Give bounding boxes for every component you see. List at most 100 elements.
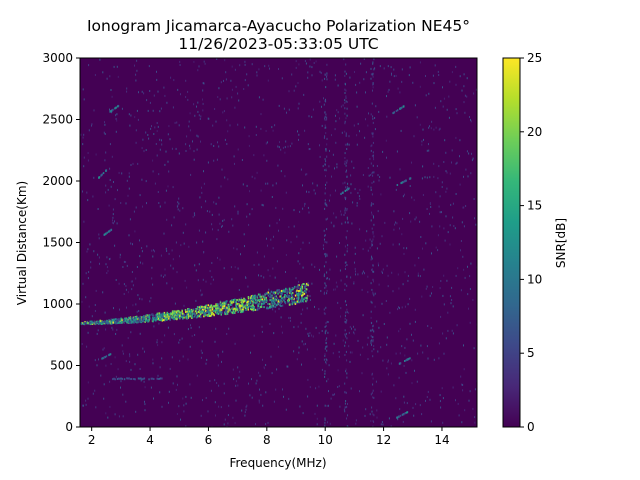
heatmap-cell bbox=[137, 377, 140, 380]
heatmap-cell bbox=[204, 308, 207, 310]
heatmap-cell bbox=[130, 378, 133, 380]
heatmap-cell bbox=[212, 124, 214, 127]
heatmap-cell bbox=[394, 223, 396, 226]
heatmap-cell bbox=[307, 76, 309, 79]
heatmap-cell bbox=[367, 275, 369, 278]
heatmap-cell bbox=[136, 59, 138, 62]
heatmap-cell bbox=[206, 306, 208, 309]
heatmap-cell bbox=[158, 315, 160, 318]
heatmap-cell bbox=[156, 339, 158, 341]
heatmap-cell bbox=[444, 239, 446, 242]
heatmap-cell bbox=[346, 161, 348, 164]
heatmap-cell bbox=[217, 354, 219, 356]
heatmap-cell bbox=[220, 302, 222, 305]
heatmap-cell bbox=[201, 351, 203, 354]
heatmap-cell bbox=[297, 299, 300, 302]
heatmap-cell bbox=[173, 318, 175, 321]
heatmap-cell bbox=[319, 100, 321, 103]
heatmap-cell bbox=[143, 315, 146, 318]
heatmap-cell bbox=[287, 290, 290, 293]
heatmap-cell bbox=[334, 74, 336, 77]
heatmap-cell bbox=[196, 241, 198, 244]
heatmap-cell bbox=[159, 138, 161, 141]
heatmap-cell bbox=[344, 354, 346, 356]
heatmap-cell bbox=[135, 73, 137, 76]
heatmap-cell bbox=[305, 288, 308, 291]
heatmap-cell bbox=[291, 289, 293, 291]
heatmap-cell bbox=[248, 302, 250, 305]
heatmap-cell bbox=[423, 268, 425, 271]
heatmap-cell bbox=[270, 294, 272, 297]
heatmap-cell bbox=[344, 209, 346, 212]
heatmap-cell bbox=[345, 72, 347, 75]
heatmap-cell bbox=[201, 340, 203, 343]
heatmap-cell bbox=[220, 406, 222, 409]
heatmap-cell bbox=[121, 344, 123, 347]
heatmap-cell bbox=[264, 65, 266, 68]
heatmap-cell bbox=[438, 205, 440, 208]
heatmap-cell bbox=[326, 241, 328, 244]
heatmap-cell bbox=[435, 191, 437, 194]
heatmap-cell bbox=[386, 367, 388, 370]
heatmap-cell bbox=[462, 255, 464, 258]
heatmap-cell bbox=[273, 332, 275, 335]
heatmap-cell bbox=[271, 372, 273, 375]
heatmap-cell bbox=[356, 91, 358, 94]
heatmap-cell bbox=[390, 66, 392, 69]
heatmap-cell bbox=[276, 368, 278, 371]
heatmap-cell bbox=[260, 113, 262, 116]
heatmap-cell bbox=[218, 213, 220, 216]
heatmap-cell bbox=[463, 175, 464, 178]
heatmap-cell bbox=[345, 95, 347, 98]
heatmap-cell bbox=[449, 80, 451, 83]
heatmap-cell bbox=[423, 138, 424, 141]
heatmap-cell bbox=[345, 350, 347, 353]
x-axis-label: Frequency(MHz) bbox=[229, 456, 326, 470]
heatmap-cell bbox=[420, 236, 422, 238]
heatmap-cell bbox=[473, 92, 475, 95]
heatmap-cell bbox=[288, 397, 290, 400]
heatmap-cell bbox=[174, 312, 176, 314]
heatmap-cell bbox=[402, 283, 404, 286]
heatmap-cell bbox=[232, 307, 235, 310]
heatmap-cell bbox=[155, 315, 157, 318]
heatmap-cell bbox=[89, 321, 92, 324]
heatmap-cell bbox=[225, 311, 227, 314]
heatmap-cell bbox=[398, 306, 400, 309]
heatmap-cell bbox=[248, 223, 250, 226]
heatmap-cell bbox=[267, 302, 269, 305]
heatmap-cell bbox=[131, 280, 133, 283]
heatmap-cell bbox=[135, 303, 137, 306]
heatmap-cell bbox=[146, 315, 148, 318]
heatmap-cell bbox=[430, 206, 432, 208]
heatmap-cell bbox=[98, 176, 100, 179]
heatmap-cell bbox=[374, 67, 376, 70]
heatmap-cell bbox=[353, 166, 355, 169]
heatmap-cell bbox=[345, 265, 346, 268]
heatmap-cell bbox=[367, 249, 369, 252]
heatmap-cell bbox=[127, 320, 129, 323]
heatmap-cell bbox=[85, 321, 88, 324]
heatmap-cell bbox=[372, 89, 373, 92]
heatmap-cell bbox=[267, 244, 268, 247]
heatmap-cell bbox=[116, 65, 118, 68]
heatmap-cell bbox=[345, 117, 347, 120]
heatmap-cell bbox=[109, 257, 111, 260]
heatmap-cell bbox=[435, 246, 437, 249]
heatmap-cell bbox=[152, 283, 154, 286]
heatmap-cell bbox=[235, 301, 238, 304]
heatmap-cell bbox=[272, 247, 274, 250]
heatmap-cell bbox=[258, 371, 260, 374]
heatmap-cell bbox=[204, 312, 207, 315]
heatmap-cell bbox=[231, 278, 233, 281]
heatmap-cell bbox=[418, 257, 420, 259]
heatmap-cell bbox=[404, 346, 406, 349]
heatmap-cell bbox=[474, 217, 475, 220]
heatmap-cell bbox=[150, 297, 152, 300]
heatmap-cell bbox=[266, 141, 268, 144]
heatmap-cell bbox=[372, 278, 374, 281]
heatmap-cell bbox=[406, 247, 408, 250]
heatmap-cell bbox=[393, 111, 395, 114]
heatmap-cell bbox=[314, 412, 316, 415]
